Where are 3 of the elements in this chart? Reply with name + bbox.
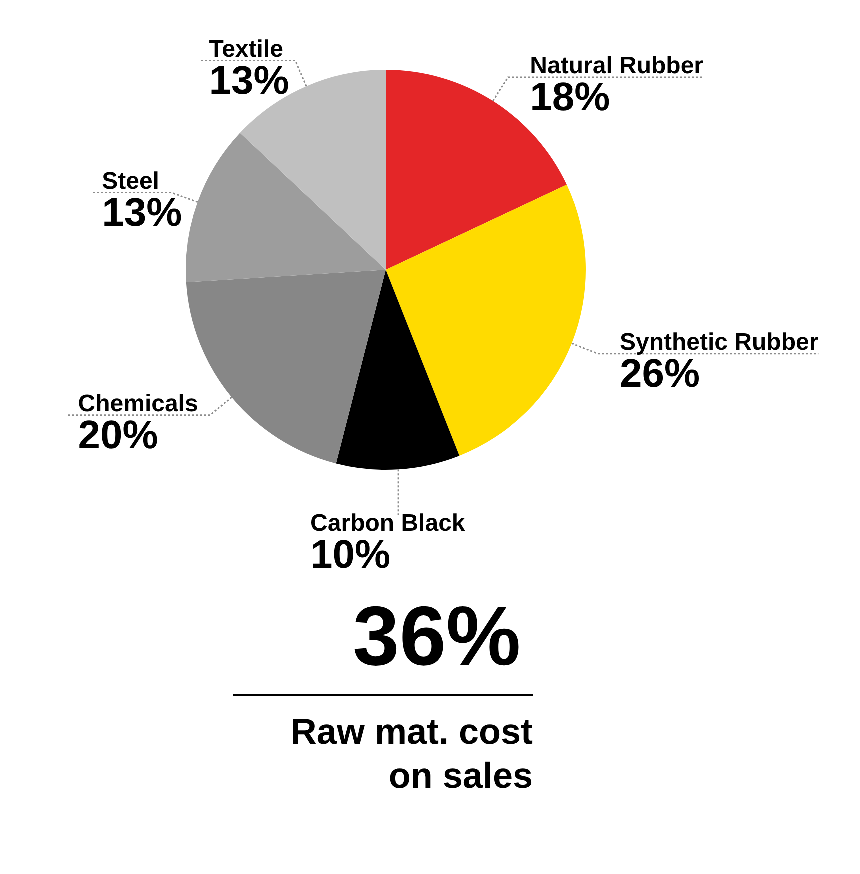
text: 36% [352,588,522,684]
slice-label: Synthetic Rubber [620,328,819,356]
text: Raw mat. cost on sales [290,710,533,798]
